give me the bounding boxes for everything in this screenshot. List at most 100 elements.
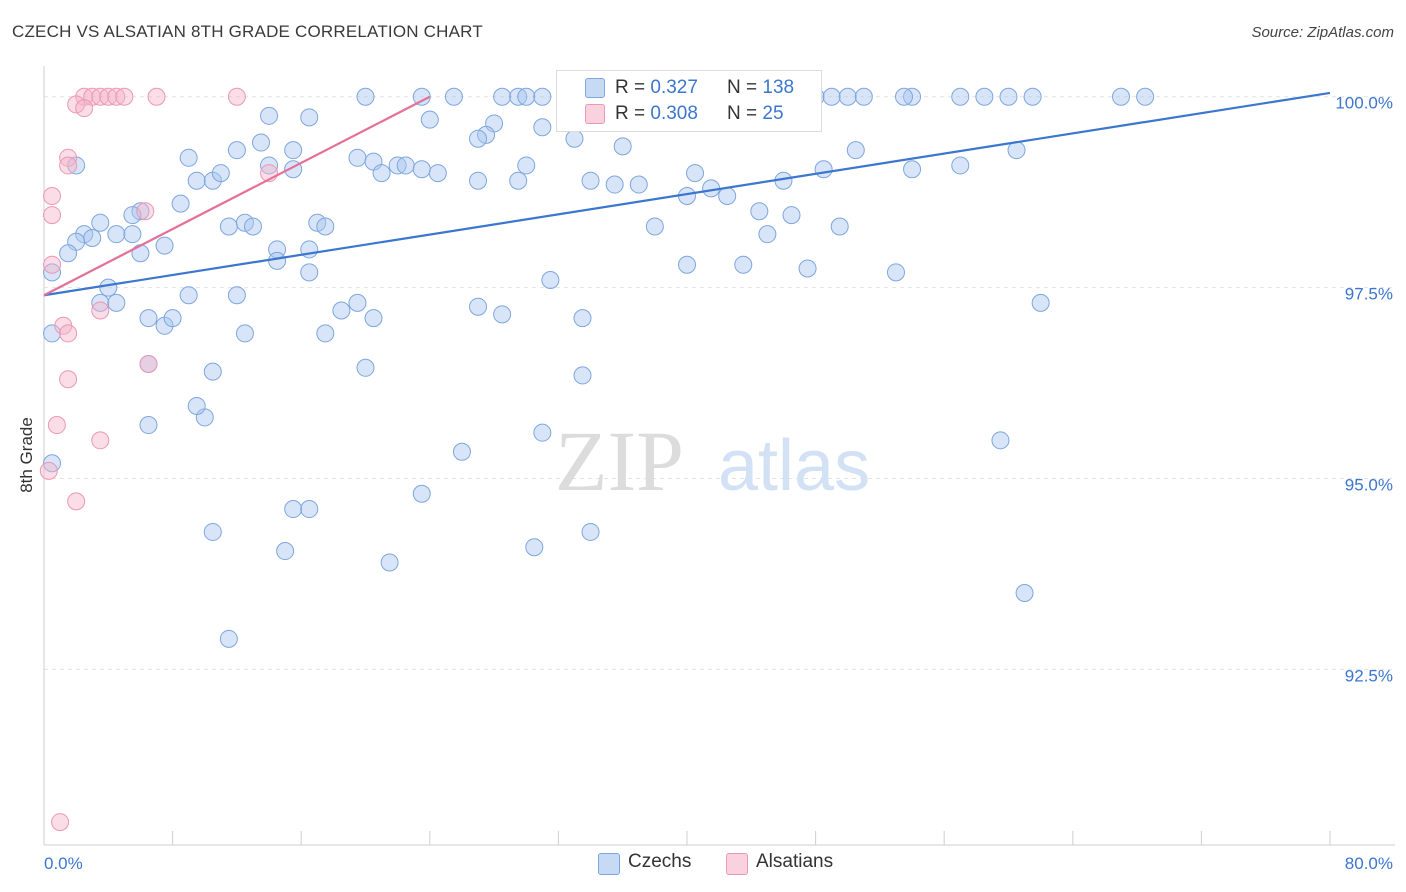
alsatians-swatch (585, 104, 605, 124)
czechs-point (396, 156, 415, 175)
czechs-point (187, 171, 206, 190)
alsatians-point (227, 87, 246, 106)
legend-n-alsatians: N = 25 (727, 103, 784, 124)
czechs-point (243, 217, 262, 236)
czechs-point (139, 309, 158, 328)
y-tick-label: 92.5% (1345, 666, 1393, 685)
czechs-point (686, 164, 705, 183)
czechs-point (605, 175, 624, 194)
czechs-point (316, 217, 335, 236)
stats-legend: R = 0.327 N = 138 R = 0.308 N = 25 (556, 70, 822, 132)
czechs-point (814, 160, 833, 179)
czechs-point (227, 286, 246, 305)
czechs-point (187, 396, 206, 415)
czechs-point (718, 186, 737, 205)
czechs-trend-line (43, 91, 1331, 297)
czechs-point (123, 225, 142, 244)
czechs-point (573, 366, 592, 385)
alsatians-point (67, 492, 86, 511)
czechs-point (1136, 87, 1155, 106)
czechs-point (469, 171, 488, 190)
czechs-point (645, 217, 664, 236)
czechs-point (163, 309, 182, 328)
czechs-point (678, 255, 696, 274)
alsatians-point (51, 813, 70, 832)
czechs-point (758, 225, 777, 244)
czechs-point (59, 244, 78, 263)
czechs-point (227, 141, 246, 160)
alsatians-trend-line (43, 95, 431, 297)
y-tick-label: 97.5% (1345, 285, 1393, 304)
y-tick-labels: 92.5% 95.0% 97.5% 100.0% (1335, 94, 1393, 686)
czechs-point (999, 87, 1018, 106)
alsatians-point (147, 87, 166, 106)
czechs-point (428, 164, 447, 183)
x-tick-label-max: 80.0% (1345, 854, 1393, 873)
czechs-point (380, 553, 399, 572)
czechs-point (412, 160, 431, 179)
y-tick-label: 95.0% (1345, 475, 1393, 494)
czechs-point (43, 263, 62, 282)
alsatians-point (43, 255, 62, 274)
czechs-point (444, 87, 463, 106)
czechs-point (276, 542, 295, 561)
czechs-point (91, 213, 110, 232)
czechs-point (493, 87, 512, 106)
czechs-point (203, 362, 222, 381)
czechs-point (565, 129, 584, 148)
alsatians-point (91, 301, 110, 320)
czechs-point (155, 236, 174, 255)
czechs-point (420, 110, 439, 129)
legend-r-alsatians: R = 0.308 (615, 103, 698, 124)
czechs-point (372, 164, 391, 183)
czechs-point (83, 228, 102, 247)
alsatians-point (59, 370, 78, 389)
x-tick-label-min: 0.0% (44, 854, 83, 873)
alsatians-point (115, 87, 134, 106)
czechs-point (573, 309, 592, 328)
czechs-point (951, 156, 970, 175)
czechs-point (316, 324, 335, 343)
czechs-point (412, 87, 431, 106)
czechs-point (179, 286, 198, 305)
alsatians-legend-swatch (726, 853, 748, 875)
grid-lines (44, 96, 1395, 670)
alsatians-point (47, 416, 66, 435)
czechs-point (886, 263, 905, 282)
czechs-point (99, 278, 118, 297)
czechs-point (469, 297, 488, 316)
czechs-point (581, 171, 600, 190)
y-axis-title: 8th Grade (17, 417, 36, 493)
alsatians-point (59, 156, 78, 175)
czechs-point (533, 423, 552, 442)
czechs-point (613, 137, 632, 156)
czechs-point (517, 87, 536, 106)
czechs-point (782, 206, 801, 225)
czechs-point (525, 538, 544, 557)
watermark-zip: ZIP (555, 413, 684, 509)
chart-title: CZECH VS ALSATIAN 8TH GRADE CORRELATION … (12, 22, 483, 41)
czechs-point (509, 171, 528, 190)
czechs-point (750, 202, 769, 221)
czechs-point (356, 87, 375, 106)
czechs-point (903, 160, 922, 179)
watermark: ZIP atlas (555, 413, 870, 509)
czechs-point (252, 133, 271, 152)
czechs-swatch (585, 78, 605, 98)
czechs-point (412, 484, 431, 503)
alsatians-point (59, 324, 78, 343)
czechs-point (1112, 87, 1131, 106)
czechs-point (798, 259, 817, 278)
source-label: Source: ZipAtlas.com (1251, 24, 1394, 41)
czechs-point (830, 217, 849, 236)
czechs-point (822, 87, 841, 106)
czechs-point (838, 87, 857, 106)
czechs-point (211, 164, 230, 183)
legend-r-czechs: R = 0.327 (615, 77, 698, 98)
czechs-point (533, 87, 552, 106)
czechs-point (629, 175, 648, 194)
czechs-point (541, 270, 560, 289)
watermark-atlas: atlas (718, 426, 870, 506)
czechs-point (452, 442, 471, 461)
